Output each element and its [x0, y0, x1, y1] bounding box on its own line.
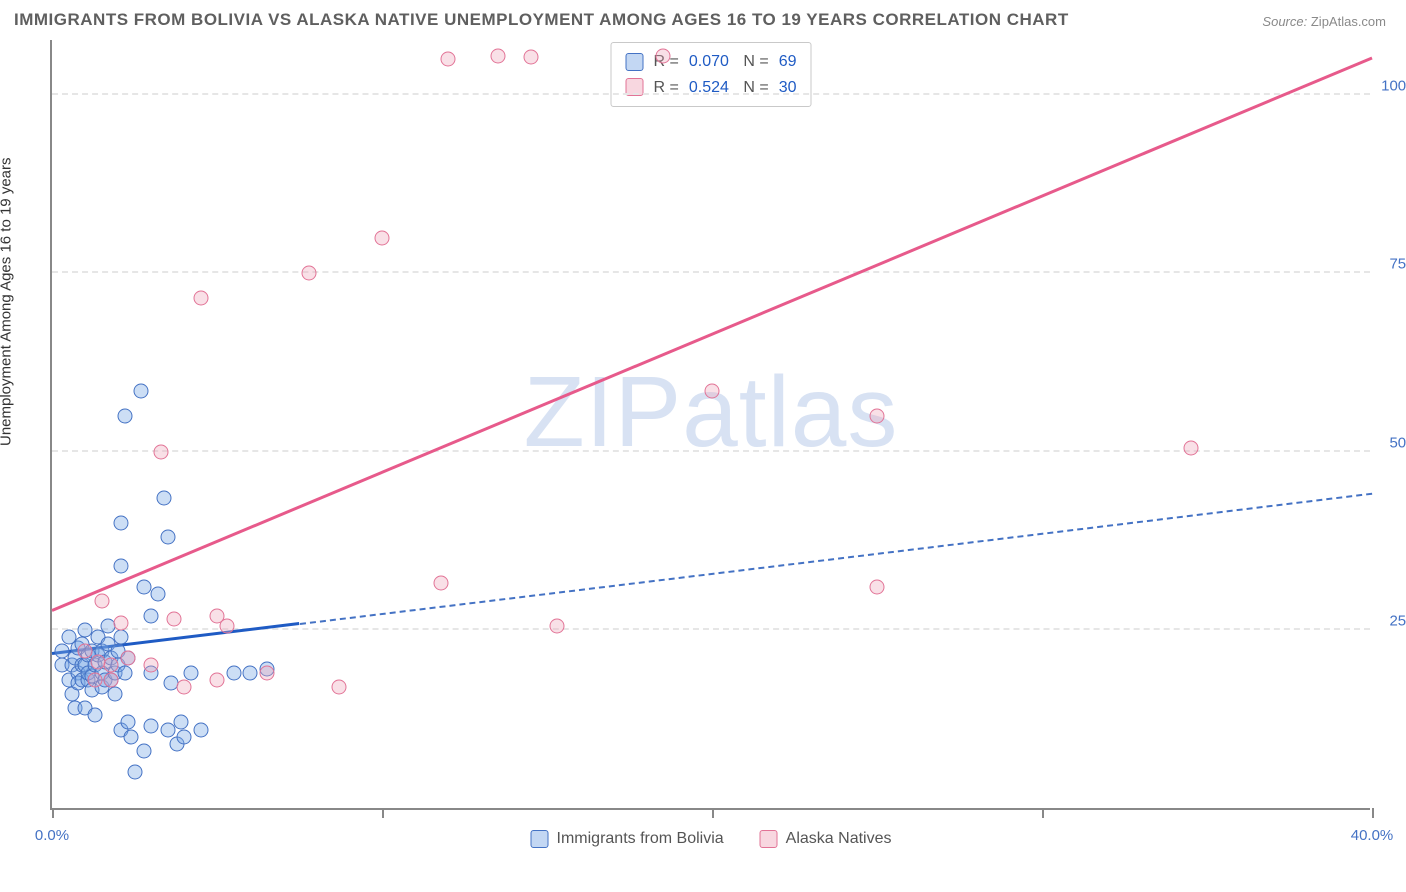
x-tick: [382, 808, 384, 818]
data-point: [104, 672, 119, 687]
trend-line: [299, 492, 1372, 624]
data-point: [137, 743, 152, 758]
data-point: [177, 729, 192, 744]
source-value: ZipAtlas.com: [1311, 14, 1386, 29]
correlation-legend-row: R = 0.524 N = 30: [626, 75, 797, 101]
data-point: [870, 408, 885, 423]
gridline: [52, 450, 1370, 452]
correlation-legend-row: R = 0.070 N = 69: [626, 49, 797, 75]
data-point: [183, 665, 198, 680]
data-point: [114, 615, 129, 630]
x-tick-label: 40.0%: [1351, 827, 1394, 844]
data-point: [144, 719, 159, 734]
data-point: [549, 619, 564, 634]
correlation-legend: R = 0.070 N = 69 R = 0.524 N = 30: [611, 42, 812, 107]
data-point: [870, 579, 885, 594]
data-point: [210, 672, 225, 687]
legend-r-label: R =: [654, 75, 679, 101]
data-point: [226, 665, 241, 680]
legend-swatch-pink: [760, 830, 778, 848]
data-point: [144, 608, 159, 623]
y-tick-label: 75.0%: [1389, 256, 1406, 273]
data-point: [87, 708, 102, 723]
legend-r-value-blue: 0.070: [689, 49, 729, 75]
x-tick: [712, 808, 714, 818]
data-point: [193, 722, 208, 737]
data-point: [167, 612, 182, 627]
data-point: [173, 715, 188, 730]
data-point: [375, 230, 390, 245]
series-legend: Immigrants from Bolivia Alaska Natives: [531, 830, 892, 848]
data-point: [124, 729, 139, 744]
gridline: [52, 271, 1370, 273]
source-attribution: Source: ZipAtlas.com: [1262, 14, 1386, 29]
y-axis-label: Unemployment Among Ages 16 to 19 years: [0, 157, 15, 446]
data-point: [134, 383, 149, 398]
legend-n-label: N =: [739, 75, 769, 101]
data-point: [87, 672, 102, 687]
legend-swatch-blue: [531, 830, 549, 848]
legend-r-value-pink: 0.524: [689, 75, 729, 101]
legend-n-label: N =: [739, 49, 769, 75]
data-point: [490, 48, 505, 63]
legend-label-blue: Immigrants from Bolivia: [557, 830, 724, 848]
data-point: [120, 715, 135, 730]
data-point: [302, 266, 317, 281]
data-point: [150, 587, 165, 602]
plot-area: ZIPatlas R = 0.070 N = 69 R = 0.524 N = …: [50, 40, 1370, 810]
trend-line: [51, 57, 1372, 612]
data-point: [1183, 440, 1198, 455]
y-tick-label: 50.0%: [1389, 434, 1406, 451]
data-point: [78, 644, 93, 659]
data-point: [523, 50, 538, 65]
data-point: [259, 665, 274, 680]
data-point: [705, 383, 720, 398]
data-point: [114, 629, 129, 644]
data-point: [160, 530, 175, 545]
source-label: Source:: [1262, 14, 1307, 29]
data-point: [441, 52, 456, 67]
chart-title: IMMIGRANTS FROM BOLIVIA VS ALASKA NATIVE…: [14, 10, 1069, 30]
data-point: [114, 515, 129, 530]
legend-swatch-blue: [626, 53, 644, 71]
gridline: [52, 93, 1370, 95]
data-point: [434, 576, 449, 591]
watermark: ZIPatlas: [524, 355, 899, 470]
data-point: [104, 658, 119, 673]
data-point: [117, 408, 132, 423]
x-tick-label: 0.0%: [35, 827, 69, 844]
data-point: [243, 665, 258, 680]
legend-item-pink: Alaska Natives: [760, 830, 892, 848]
data-point: [153, 444, 168, 459]
data-point: [127, 765, 142, 780]
data-point: [157, 490, 172, 505]
x-tick: [52, 808, 54, 818]
data-point: [114, 558, 129, 573]
x-tick: [1042, 808, 1044, 818]
x-tick: [1372, 808, 1374, 818]
data-point: [177, 679, 192, 694]
legend-label-pink: Alaska Natives: [786, 830, 892, 848]
legend-item-blue: Immigrants from Bolivia: [531, 830, 724, 848]
data-point: [193, 291, 208, 306]
y-tick-label: 100.0%: [1381, 78, 1406, 95]
legend-n-value-blue: 69: [779, 49, 797, 75]
data-point: [117, 665, 132, 680]
data-point: [144, 658, 159, 673]
y-tick-label: 25.0%: [1389, 612, 1406, 629]
data-point: [94, 594, 109, 609]
legend-n-value-pink: 30: [779, 75, 797, 101]
data-point: [655, 48, 670, 63]
data-point: [332, 679, 347, 694]
data-point: [120, 651, 135, 666]
data-point: [107, 686, 122, 701]
data-point: [219, 619, 234, 634]
